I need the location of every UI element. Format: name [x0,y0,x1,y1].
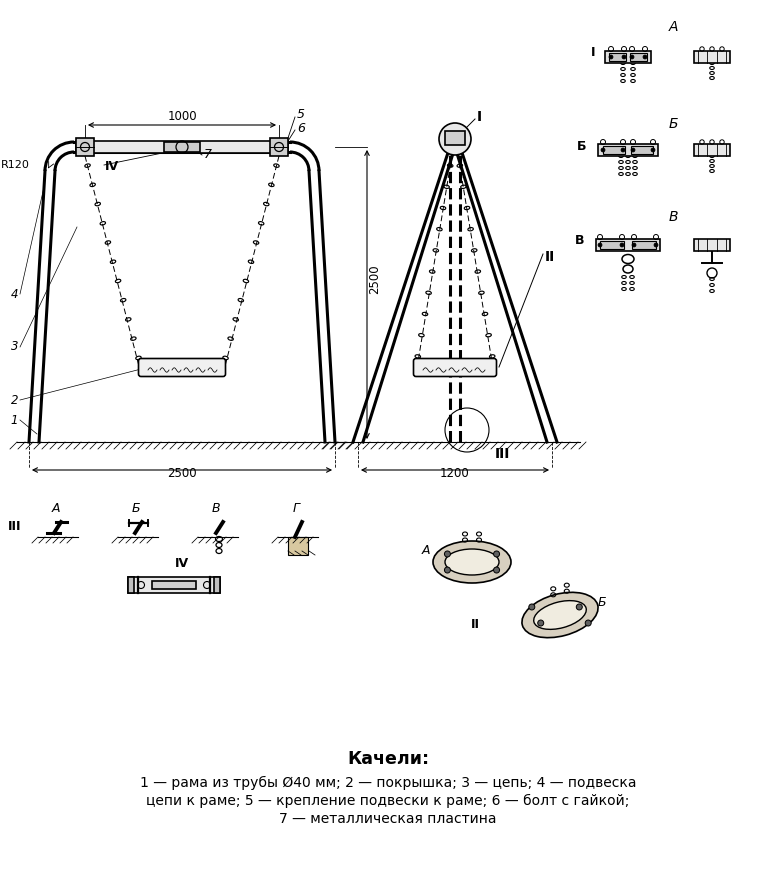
Text: I: I [477,110,482,124]
Circle shape [445,551,450,557]
Circle shape [630,55,634,59]
Bar [603,146,625,154]
Bar [596,239,660,251]
Bar [631,146,653,154]
FancyBboxPatch shape [414,359,497,376]
Circle shape [598,243,602,247]
Text: 6: 6 [297,123,305,136]
Bar [609,53,626,61]
Text: 2: 2 [11,394,18,407]
Text: В: В [212,502,220,515]
Text: R120: R120 [1,160,30,170]
FancyBboxPatch shape [138,359,226,376]
Bar [694,144,730,156]
Text: 1200: 1200 [440,467,470,480]
Circle shape [609,55,613,59]
Circle shape [643,55,647,59]
Text: 2500: 2500 [369,265,382,295]
Circle shape [494,567,500,573]
Circle shape [577,604,582,610]
Bar [605,51,651,63]
Text: 4: 4 [11,288,18,301]
Bar [76,141,288,153]
Ellipse shape [433,541,511,583]
Text: 3: 3 [11,340,18,353]
Bar [270,138,288,156]
Text: II: II [545,250,556,264]
Text: А: А [52,502,61,515]
Text: А: А [668,20,677,34]
Text: Б: Б [598,596,606,610]
Bar [630,53,647,61]
Circle shape [651,148,655,152]
Circle shape [528,604,535,610]
Circle shape [601,148,605,152]
Bar [694,239,730,251]
Text: II: II [470,618,480,631]
Text: IV: IV [105,160,120,174]
Text: 7 — металлическая пластина: 7 — металлическая пластина [279,812,497,826]
Bar [128,577,220,593]
Bar [152,581,196,589]
Circle shape [654,243,658,247]
Text: 7: 7 [204,148,212,161]
Circle shape [439,123,471,155]
Text: Г: Г [293,502,300,515]
Bar [128,577,134,593]
Ellipse shape [522,592,598,638]
Circle shape [622,55,626,59]
Bar [445,131,465,145]
Text: А: А [421,544,430,557]
Ellipse shape [534,601,587,630]
Bar [600,241,624,249]
Text: 2500: 2500 [167,467,197,480]
Text: III: III [495,447,511,461]
Circle shape [621,148,625,152]
Text: 1000: 1000 [167,110,197,123]
Text: III: III [8,521,22,533]
Text: 1 — рама из трубы Ø40 мм; 2 — покрышка; 3 — цепь; 4 — подвеска: 1 — рама из трубы Ø40 мм; 2 — покрышка; … [140,776,636,790]
Circle shape [632,243,636,247]
Text: 5: 5 [297,109,305,122]
Text: цепи к раме; 5 — крепление подвески к раме; 6 — болт с гайкой;: цепи к раме; 5 — крепление подвески к ра… [147,794,629,808]
Circle shape [445,567,450,573]
Ellipse shape [445,549,499,575]
Text: 1: 1 [11,413,18,426]
Text: Б: Б [668,117,677,131]
Bar [214,577,220,593]
Bar [164,142,200,152]
Bar [632,241,656,249]
Bar [694,51,730,63]
Text: Б: Б [577,139,586,153]
Bar [76,138,94,156]
Circle shape [538,620,544,626]
Bar [288,537,308,555]
Circle shape [620,243,624,247]
Text: В: В [574,234,584,247]
Text: В: В [668,210,677,224]
Circle shape [494,551,500,557]
Circle shape [585,620,591,626]
Circle shape [631,148,635,152]
Text: Качели:: Качели: [347,750,429,768]
Text: I: I [591,46,595,60]
Text: Б: Б [132,502,140,515]
Text: IV: IV [175,557,189,570]
Bar [598,144,658,156]
